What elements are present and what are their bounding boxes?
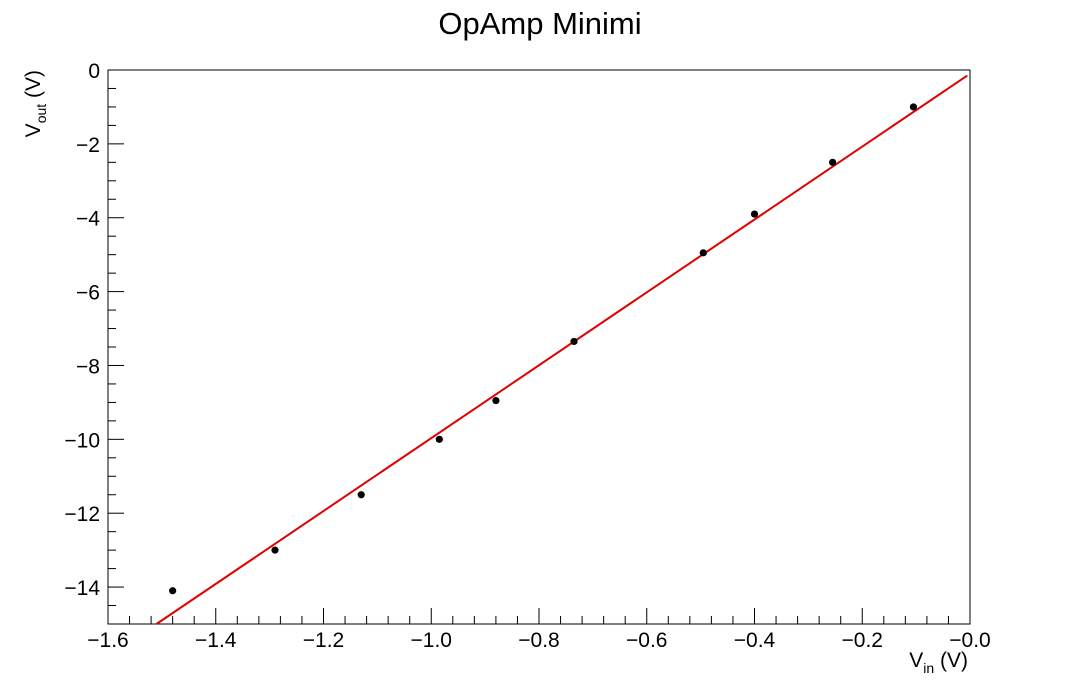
data-point <box>570 337 578 346</box>
data-point <box>492 396 500 405</box>
y-tick-label: −12 <box>64 503 100 526</box>
data-point <box>829 158 837 166</box>
x-tick-label: −1.2 <box>303 629 344 652</box>
x-tick-label: −0.2 <box>842 629 883 652</box>
x-tick-label: −1.6 <box>87 629 128 652</box>
x-tick-label: −0.6 <box>626 629 667 652</box>
plot-frame <box>107 69 971 625</box>
data-point <box>357 491 365 499</box>
y-tick-label: −2 <box>76 134 100 157</box>
y-axis-title: Vout (V) <box>22 70 49 137</box>
y-tick-label: −4 <box>76 208 100 231</box>
y-tick-label: −10 <box>64 429 100 452</box>
y-tick-label: −14 <box>64 577 100 600</box>
fit-line <box>155 74 968 625</box>
plot-area <box>155 74 968 625</box>
x-tick-label: −1.4 <box>195 629 237 652</box>
x-axis-title: Vin (V) <box>909 649 968 676</box>
data-point <box>435 435 443 443</box>
x-tick-label: −1.0 <box>411 629 452 652</box>
data-point <box>169 587 177 595</box>
data-point <box>271 546 279 554</box>
x-axis: −1.6 −1.4 −1.2 −1.0 −0.8 −0.6 −0.4 −0.2 −0.0 <box>87 608 991 652</box>
data-point <box>909 103 918 111</box>
data-point <box>750 210 759 218</box>
x-tick-label: −0.4 <box>734 629 776 652</box>
y-axis: 0 −2 −4 −6 −8 −10 −12 −14 <box>64 60 124 625</box>
x-tick-label: −0.0 <box>949 629 990 652</box>
data-point <box>699 249 707 257</box>
y-tick-label: −8 <box>76 355 100 378</box>
chart-title: OpAmp Minimi <box>438 6 641 41</box>
x-tick-label: −0.8 <box>518 629 559 652</box>
y-tick-label: 0 <box>88 60 100 83</box>
y-tick-label: −6 <box>76 282 100 305</box>
